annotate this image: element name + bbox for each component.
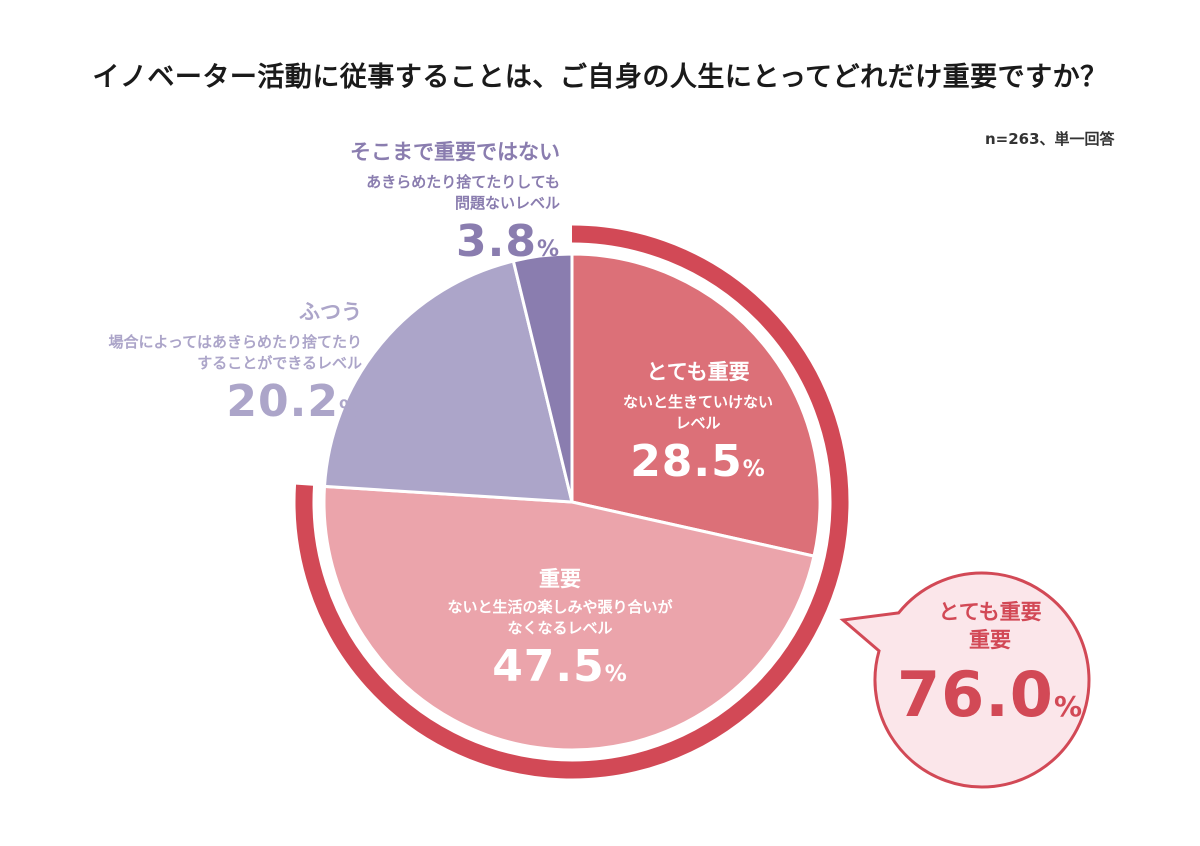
- callout-bubble: [839, 571, 1091, 789]
- pie-slice-important: [322, 484, 816, 752]
- label-normal: ふつう 場合によってはあきらめたり捨てたり することができるレベル 20.2%: [40, 296, 362, 434]
- label-important: 重要 ないと生活の楽しみや張り合いが なくなるレベル 47.5%: [390, 563, 730, 699]
- callout-line-2: 重要: [969, 628, 1011, 652]
- label-important-value: 47.5%: [492, 641, 628, 692]
- label-important-title: 重要: [539, 567, 581, 591]
- label-not-important-desc: あきらめたり捨てたりしても 問題ないレベル: [366, 173, 560, 212]
- label-important-desc: ないと生活の楽しみや張り合いが なくなるレベル: [447, 598, 673, 637]
- pie-slice-very-important: [570, 252, 822, 558]
- label-normal-title: ふつう: [299, 300, 362, 324]
- label-very-important-desc: ないと生きていけない レベル: [622, 393, 773, 432]
- chart-title: イノベーター活動に従事することは、ご自身の人生にとってどれだけ重要ですか？: [92, 62, 1108, 93]
- label-not-important: そこまで重要ではない あきらめたり捨てたりしても 問題ないレベル 3.8%: [260, 136, 560, 274]
- label-normal-desc: 場合によってはあきらめたり捨てたり することができるレベル: [108, 333, 362, 372]
- callout-label: とても重要 重要 76.0%: [880, 598, 1100, 742]
- callout-line-1: とても重要: [938, 600, 1042, 624]
- pie-slice-not-important: [511, 252, 574, 503]
- label-very-important-title: とても重要: [646, 360, 750, 384]
- label-very-important: とても重要 ないと生きていけない レベル 28.5%: [588, 356, 808, 494]
- sample-size-note: n=263、単一回答: [985, 130, 1115, 148]
- pie-slice-normal: [322, 259, 574, 504]
- combined-ring-arc: [295, 225, 849, 779]
- callout-value: 76.0%: [896, 658, 1084, 731]
- label-normal-value: 20.2%: [226, 376, 362, 427]
- label-not-important-title: そこまで重要ではない: [350, 140, 560, 164]
- label-very-important-value: 28.5%: [630, 436, 766, 487]
- label-not-important-value: 3.8%: [456, 216, 560, 267]
